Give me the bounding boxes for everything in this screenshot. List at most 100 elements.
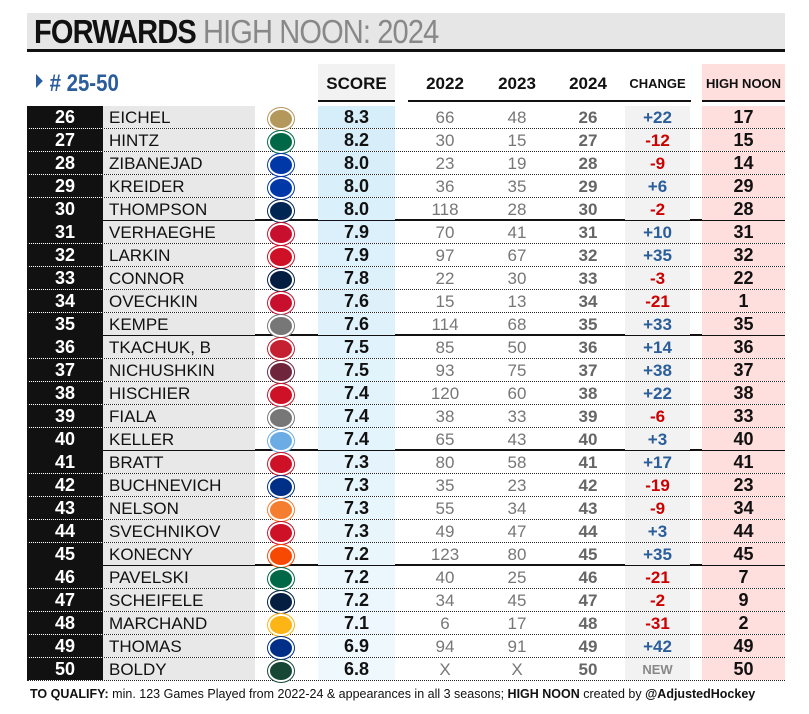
rank-2023: 17 [507,614,527,633]
player-name: BOLDY [103,658,255,680]
high-noon-cell: 49 [702,635,785,657]
high-noon-cell: 35 [702,313,785,335]
colorado-avalanche-logo-icon [268,361,294,383]
rank-cell: 32 [27,244,103,266]
table-row: 31 VERHAEGHE 7.9 70 41 31 +10 31 [27,221,785,245]
player-name: SVECHNIKOV [103,520,255,542]
player-name: KELLER [103,428,255,450]
high-noon-cell: 31 [702,221,785,243]
table-row: 49 THOMAS 6.9 94 91 49 +42 49 [27,635,785,659]
rank-2024: 32 [578,246,598,265]
high-noon-cell: 33 [702,405,785,427]
header-rule [408,100,691,102]
footer-handle: @AdjustedHockey [645,687,756,701]
change-cell: +35 [625,244,690,266]
rank-2024: 33 [578,269,598,288]
high-noon-cell: 37 [702,359,785,381]
change-cell: -2 [625,589,690,611]
high-noon-cell: 15 [702,129,785,151]
rank-2022: 94 [435,637,455,656]
high-noon-cell: 1 [702,290,785,312]
rank-2023: 60 [507,384,527,403]
player-name: ZIBANEJAD [103,152,255,174]
rank-cell: 30 [27,198,103,220]
change-cell: +17 [625,451,690,473]
footer-text: min. 123 Games Played from 2022-24 & app… [108,687,508,701]
rank-cell: 31 [27,221,103,243]
rank-2024: 29 [578,177,598,196]
change-cell: -9 [625,152,690,174]
score-cell: 7.2 [318,543,395,565]
change-cell: -21 [625,566,690,588]
high-noon-cell: 28 [702,198,785,220]
rank-cell: 39 [27,405,103,427]
dallas-stars-logo-icon [268,568,294,590]
rank-2022: 49 [435,522,455,541]
rank-cell: 36 [27,336,103,358]
rank-2023: 47 [507,522,527,541]
score-cell: 7.5 [318,336,395,358]
player-name: VERHAEGHE [103,221,255,243]
rank-2022: 15 [435,292,455,311]
carolina-hurricanes-logo-icon [268,522,294,544]
detroit-red-wings-logo-icon [268,246,294,268]
high-noon-cell: 23 [702,474,785,496]
rank-2024: 45 [578,545,598,564]
rank-2022: 34 [435,591,455,610]
table-row: 26 EICHEL 8.3 66 48 26 +22 17 [27,106,785,130]
high-noon-cell: 29 [702,175,785,197]
score-cell: 7.6 [318,290,395,312]
high-noon-cell: 17 [702,106,785,128]
rank-2024: 48 [578,614,598,633]
rank-cell: 49 [27,635,103,657]
rank-2024: 35 [578,315,598,334]
rank-2023: 34 [507,499,527,518]
rank-2024: 34 [578,292,598,311]
rank-cell: 37 [27,359,103,381]
rank-2022: 35 [435,476,455,495]
player-name: HINTZ [103,129,255,151]
rank-2023: 30 [507,269,527,288]
high-noon-cell: 38 [702,382,785,404]
player-name: THOMAS [103,635,255,657]
rank-2023: 68 [507,315,527,334]
rank-cell: 27 [27,129,103,151]
score-cell: 7.6 [318,313,395,335]
header-rule [702,100,785,102]
score-cell: 6.9 [318,635,395,657]
rank-cell: 29 [27,175,103,197]
rank-2024: 50 [578,660,598,679]
header-rule [318,100,395,102]
rank-cell: 40 [27,428,103,450]
rank-cell: 42 [27,474,103,496]
rank-cell: 48 [27,612,103,634]
table-row: 42 BUCHNEVICH 7.3 35 23 42 -19 23 [27,474,785,498]
rank-2022: 118 [431,200,459,219]
rank-2024: 42 [578,476,598,495]
rank-2024: 27 [578,131,598,150]
score-cell: 8.0 [318,175,395,197]
vegas-golden-knights-logo-icon [268,108,294,130]
rank-cell: 45 [27,543,103,565]
score-cell: 7.5 [318,359,395,381]
rank-2023: 35 [507,177,527,196]
change-cell: -9 [625,497,690,519]
header-2022: 2022 [426,74,464,93]
change-cell: +33 [625,313,690,335]
rank-2024: 37 [578,361,598,380]
buffalo-sabres-logo-icon [268,200,294,222]
rank-2023: 19 [507,154,527,173]
rank-2023: 25 [507,568,527,587]
high-noon-cell: 34 [702,497,785,519]
new-jersey-devils-logo-icon [268,384,294,406]
subtitle: # 25-50 [36,70,119,98]
score-cell: 7.2 [318,589,395,611]
rank-2024: 40 [578,430,598,449]
new-york-islanders-logo-icon [268,499,294,521]
header-high-noon: HIGH NOON [702,64,785,100]
table-row: 50 BOLDY 6.8 X X 50 NEW 50 [27,658,785,682]
table-row: 41 BRATT 7.3 80 58 41 +17 41 [27,451,785,475]
change-cell: +35 [625,543,690,565]
header-2024: 2024 [569,74,607,93]
player-name: NELSON [103,497,255,519]
